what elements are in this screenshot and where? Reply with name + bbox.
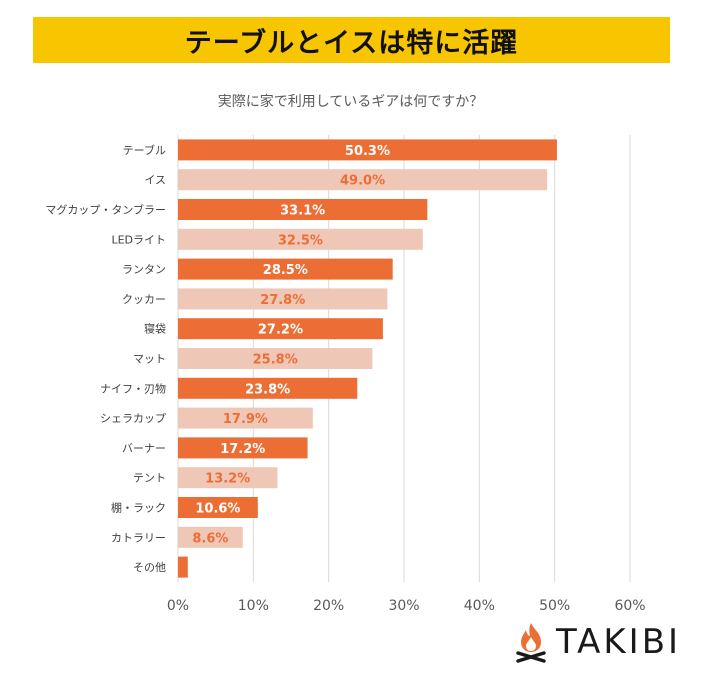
title-banner: テーブルとイスは特に活躍 bbox=[33, 17, 670, 63]
brand-logo: TAKIBI bbox=[514, 620, 681, 664]
data-label: 50.3% bbox=[345, 144, 390, 159]
x-tick-label: 10% bbox=[238, 598, 269, 614]
category-label: バーナー bbox=[122, 442, 166, 455]
data-label: 49.0% bbox=[340, 174, 385, 189]
data-label: 32.5% bbox=[278, 233, 323, 248]
bar bbox=[178, 139, 557, 161]
data-label: 27.2% bbox=[258, 323, 303, 338]
category-label: マット bbox=[133, 353, 166, 366]
category-label: テーブル bbox=[123, 143, 166, 157]
bar bbox=[178, 497, 258, 518]
x-tick-label: 20% bbox=[313, 598, 344, 614]
category-label: マグカップ・タンブラー bbox=[45, 203, 166, 217]
data-label: 17.9% bbox=[223, 412, 268, 427]
bar bbox=[178, 377, 358, 399]
bar bbox=[178, 199, 428, 220]
category-label: 棚・ラック bbox=[111, 501, 166, 515]
chart-title: テーブルとイスは特に活躍 bbox=[184, 27, 519, 59]
bar bbox=[178, 288, 388, 310]
bar bbox=[178, 467, 278, 489]
bar bbox=[178, 318, 383, 340]
x-tick-label: 30% bbox=[388, 598, 419, 614]
data-label: 1.3% bbox=[190, 561, 226, 576]
campfire-icon bbox=[516, 623, 546, 663]
data-label: 33.1% bbox=[280, 204, 325, 219]
bar bbox=[178, 556, 188, 578]
data-label: 8.6% bbox=[192, 531, 228, 546]
category-label: LEDライト bbox=[111, 233, 166, 246]
category-label: クッカー bbox=[122, 293, 166, 306]
chart-subtitle: 実際に家で利用しているギアは何ですか？ bbox=[217, 94, 484, 110]
category-label: テント bbox=[133, 472, 166, 485]
bar bbox=[178, 258, 393, 280]
category-label: ナイフ・刃物 bbox=[100, 381, 166, 395]
bar bbox=[178, 526, 243, 548]
data-label: 23.8% bbox=[245, 382, 290, 397]
brand-name: TAKIBI bbox=[556, 622, 682, 662]
bar bbox=[178, 348, 373, 369]
category-label: シェラカップ bbox=[100, 412, 166, 425]
bar bbox=[178, 169, 548, 191]
data-label: 28.5% bbox=[263, 263, 308, 278]
x-tick-label: 60% bbox=[614, 598, 645, 614]
x-tick-label: 40% bbox=[464, 598, 495, 614]
data-label: 17.2% bbox=[220, 442, 265, 457]
category-label: 寝袋 bbox=[144, 322, 166, 336]
data-label: 25.8% bbox=[253, 353, 298, 368]
data-label: 27.8% bbox=[260, 293, 305, 308]
category-label: その他 bbox=[133, 561, 166, 574]
bar bbox=[178, 228, 423, 250]
x-tick-label: 50% bbox=[539, 598, 570, 614]
category-label: ランタン bbox=[122, 263, 166, 276]
data-label: 10.6% bbox=[195, 502, 240, 517]
data-label: 13.2% bbox=[205, 472, 250, 487]
bar bbox=[178, 407, 313, 429]
category-label: イス bbox=[144, 174, 166, 187]
x-tick-label: 0% bbox=[167, 598, 189, 614]
category-label: カトラリー bbox=[111, 531, 166, 544]
bar bbox=[178, 437, 308, 459]
